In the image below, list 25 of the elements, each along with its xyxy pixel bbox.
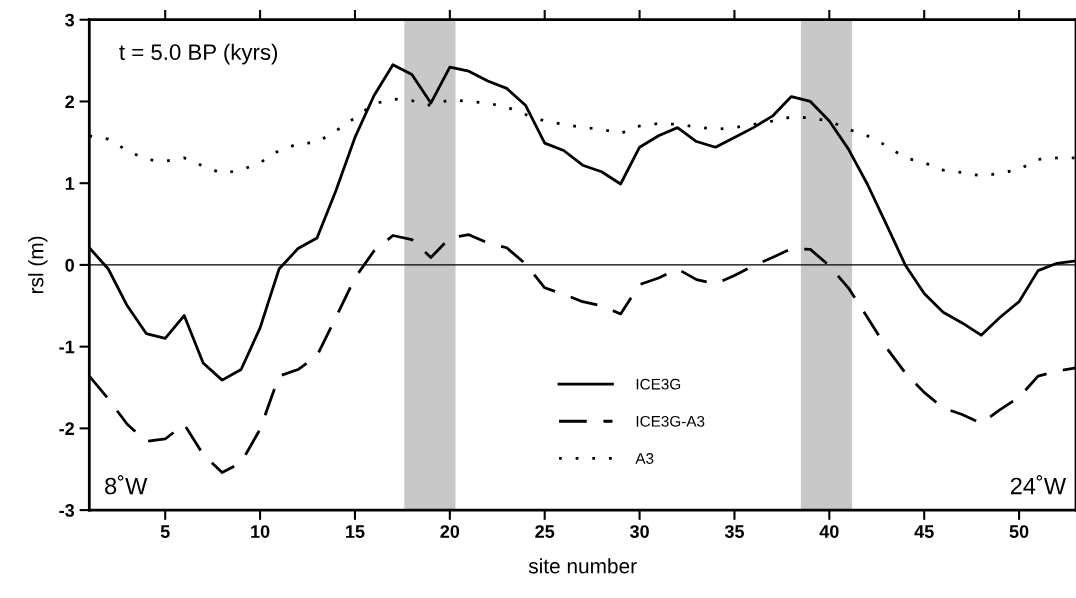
- x-tick-label: 25: [535, 525, 555, 538]
- y-tick-label: -2: [59, 422, 74, 435]
- x-tick-label: 15: [346, 525, 365, 538]
- x-tick-label: 50: [1009, 525, 1029, 538]
- legend-label: ICE3G: [636, 378, 681, 390]
- annotation: 8˚W: [105, 475, 148, 495]
- y-tick-label: 0: [65, 258, 74, 272]
- x-tick-label: 5: [160, 525, 170, 538]
- y-tick-label: 3: [65, 13, 75, 27]
- annotation: t = 5.0 BP (kyrs): [119, 43, 278, 65]
- x-tick-label: 35: [724, 525, 744, 538]
- y-tick-label: 2: [65, 95, 74, 108]
- y-axis-title: rsl (m): [28, 236, 48, 294]
- x-axis-title: site number: [528, 558, 637, 574]
- y-tick-label: -1: [59, 340, 75, 354]
- x-tick-label: 10: [251, 525, 270, 538]
- x-tick-label: 20: [440, 525, 460, 538]
- y-tick-label: -3: [59, 504, 75, 517]
- x-tick-label: 40: [819, 525, 839, 538]
- y-tick-label: 1: [65, 177, 75, 190]
- legend-label: ICE3G-A3: [636, 415, 705, 427]
- annotation: 24˚W: [1010, 475, 1067, 495]
- legend-label: A3: [635, 453, 654, 464]
- x-tick-label: 45: [914, 525, 934, 538]
- x-tick-label: 30: [629, 525, 649, 538]
